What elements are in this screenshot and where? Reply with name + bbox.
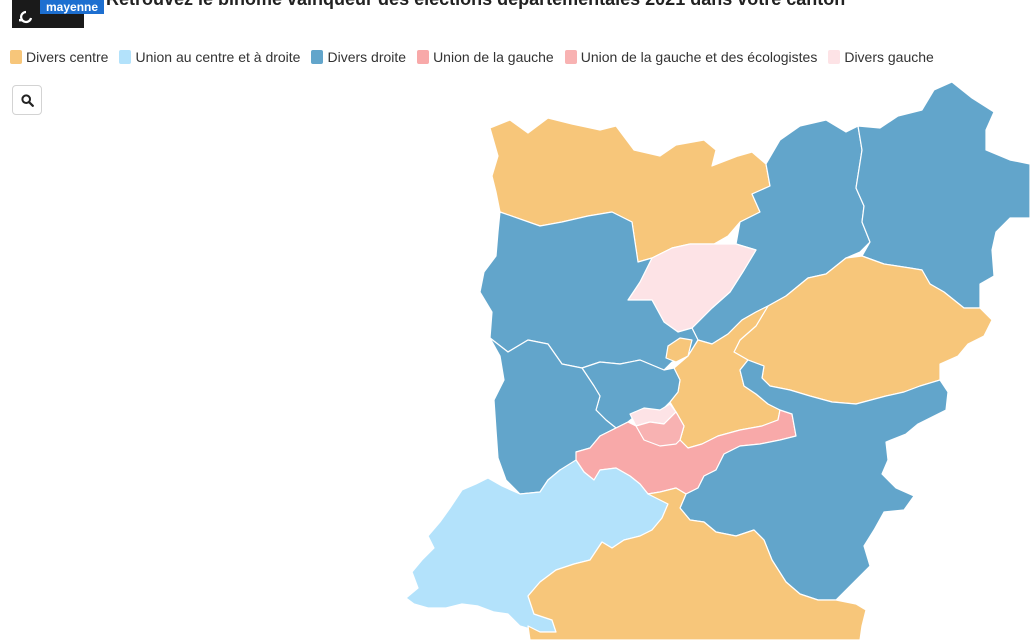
legend-item-divers-gauche: Divers gauche [828,49,934,65]
canton-region[interactable] [527,487,867,640]
legend-label: Union de la gauche [433,49,554,65]
brand-logo[interactable]: mayenne [12,0,105,28]
search-icon [20,93,34,107]
legend-swatch [828,50,841,64]
search-button[interactable] [12,85,42,115]
logo-wordmark: mayenne [40,0,105,14]
legend-item-divers-centre: Divers centre [10,49,108,65]
legend-label: Divers gauche [844,49,934,65]
logo-mark-icon [19,10,33,24]
legend-swatch [311,50,324,64]
canton-region[interactable] [665,337,693,363]
legend-label: Divers centre [26,49,109,65]
canton-region[interactable] [855,81,1030,309]
legend-label: Union de la gauche et des écologistes [580,49,818,65]
legend-item-union-centre-droite: Union au centre et à droite [119,49,300,65]
legend-item-divers-droite: Divers droite [311,49,406,65]
legend-swatch [10,50,22,64]
canton-region[interactable] [635,411,685,447]
legend-swatch [564,50,577,64]
legend-item-union-gauche-ecologistes: Union de la gauche et des écologistes [564,49,818,65]
page-title: Retrouvez le binôme vainqueur des électi… [106,0,845,10]
legend-swatch [119,50,132,64]
legend: Divers centre Union au centre et à droit… [10,49,934,65]
legend-swatch [417,50,430,64]
legend-item-union-gauche: Union de la gauche [417,49,554,65]
legend-label: Union au centre et à droite [135,49,301,65]
legend-label: Divers droite [327,49,407,65]
canton-region[interactable] [479,211,699,371]
